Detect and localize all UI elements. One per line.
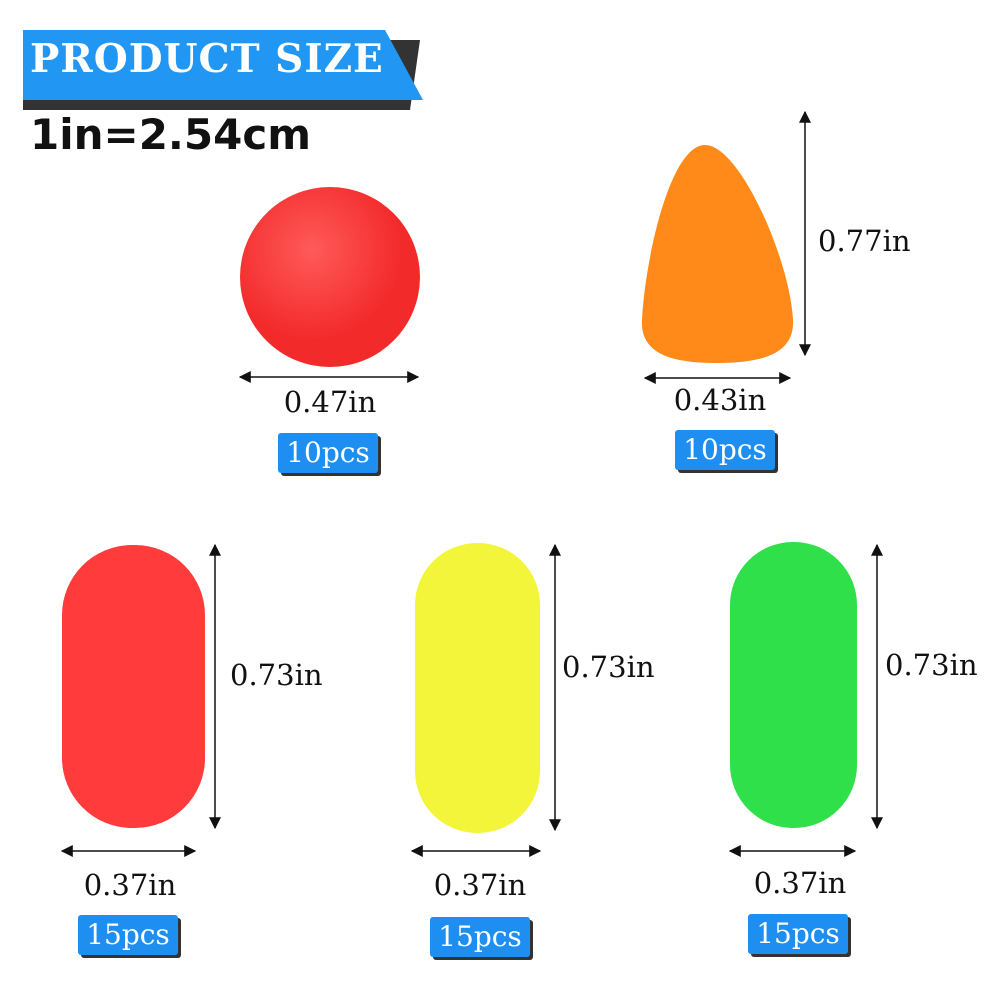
quantity-badge: 15pcs [78,915,178,955]
quantity-badge: 15pcs [748,914,848,954]
banner-title: PRODUCT SIZE [30,36,384,82]
red-ball-float [240,187,420,367]
quantity-badge: 15pcs [430,917,530,957]
width-label: 0.37in [83,868,177,902]
height-label: 0.73in [230,658,323,692]
width-label: 0.43in [673,383,767,417]
red-capsule-float [62,545,205,828]
green-capsule-float [730,542,857,828]
width-label: 0.47in [283,385,377,419]
width-label: 0.37in [433,868,527,902]
height-label: 0.77in [818,224,911,258]
orange-teardrop-float [641,145,794,363]
yellow-capsule-float [415,543,540,833]
header-banner [23,30,423,110]
unit-conversion: 1in=2.54cm [30,110,311,159]
quantity-badge: 10pcs [278,433,378,473]
width-label: 0.37in [753,866,847,900]
quantity-badge: 10pcs [675,430,775,470]
height-label: 0.73in [562,650,655,684]
height-label: 0.73in [885,648,978,682]
